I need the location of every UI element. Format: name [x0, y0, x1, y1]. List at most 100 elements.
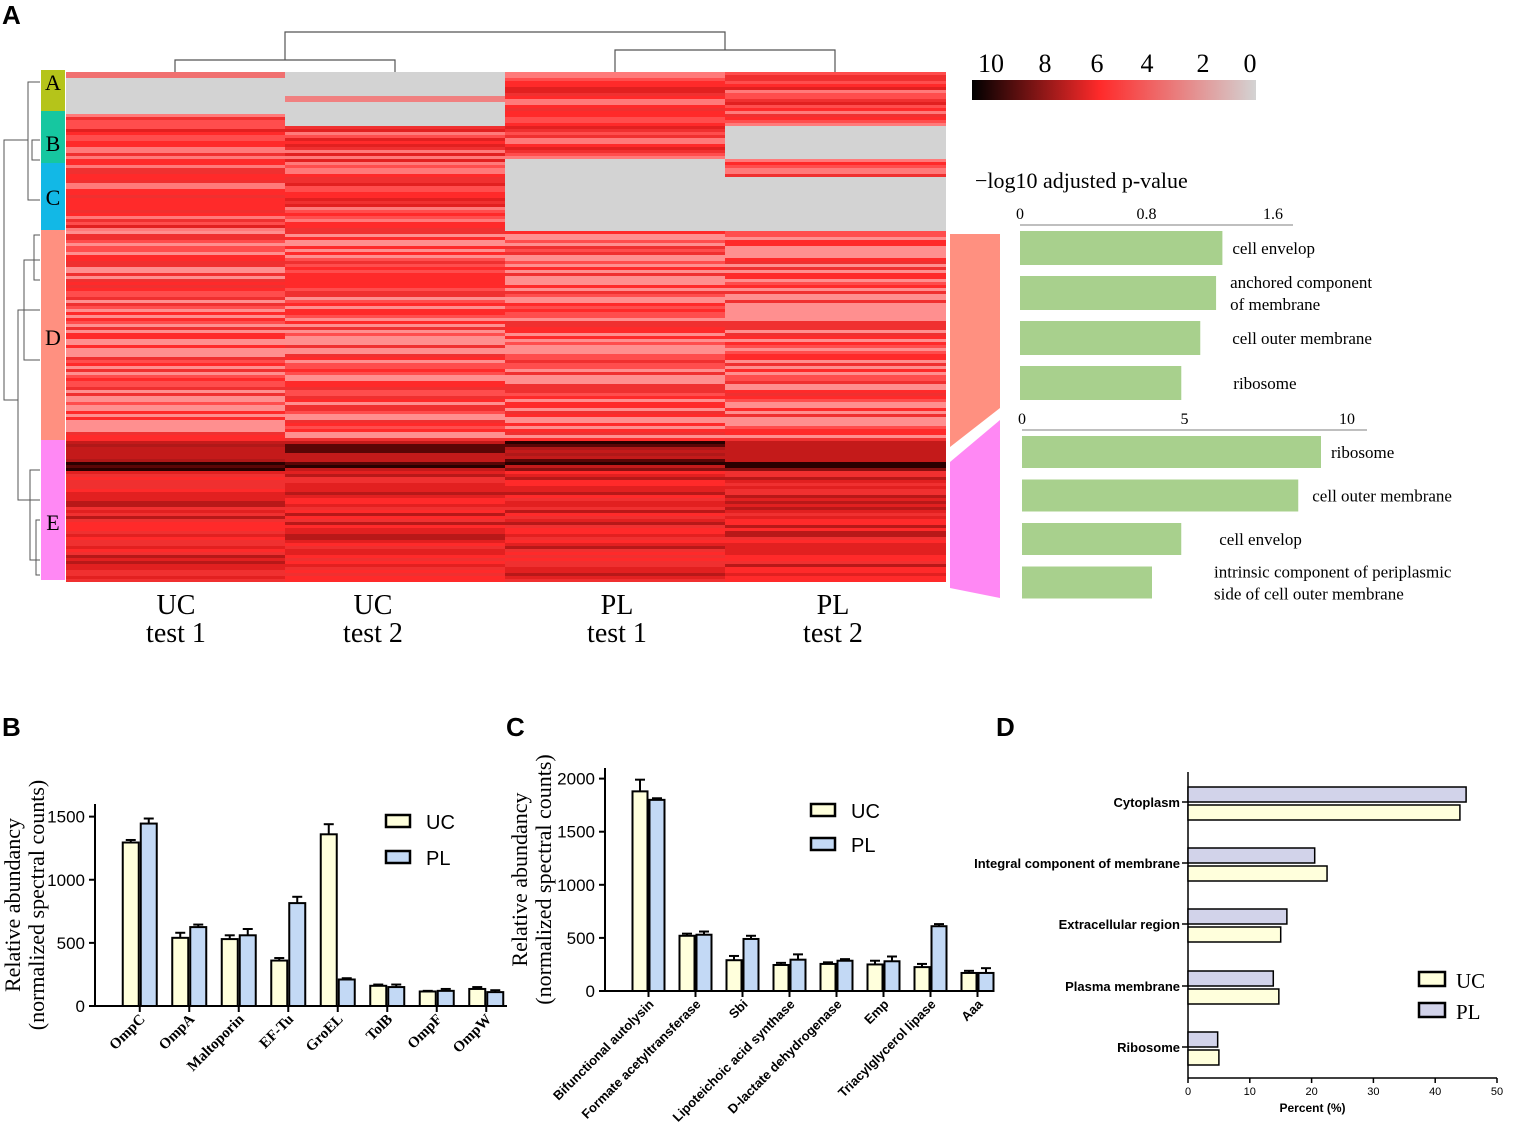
- uc-bar: [1187, 865, 1328, 882]
- heatmap-cell: [505, 483, 725, 486]
- cluster-label-a: A: [45, 70, 61, 95]
- heatmap-cell: [725, 294, 946, 297]
- heatmap-cell: [725, 207, 946, 210]
- heatmap-cell: [505, 270, 725, 273]
- heatmap-cell: [285, 144, 505, 147]
- heatmap-cell: [66, 276, 285, 279]
- heatmap-cell: [505, 408, 725, 411]
- heatmap-cell: [505, 384, 725, 387]
- heatmap-cell: [66, 459, 285, 462]
- heatmap-cell: [725, 276, 946, 279]
- heatmap-cell: [66, 546, 285, 549]
- heatmap-cell: [725, 171, 946, 174]
- heatmap-cell: [66, 384, 285, 387]
- heatmap-cell: [725, 504, 946, 507]
- go-bar: [1020, 321, 1201, 355]
- heatmap-cell: [505, 372, 725, 375]
- heatmap-cell: [285, 303, 505, 306]
- heatmap-cell: [505, 177, 725, 180]
- heatmap-cell: [725, 132, 946, 135]
- x-tick-label: 10: [1244, 1086, 1256, 1098]
- heatmap-cell: [285, 288, 505, 291]
- heatmap-cell: [66, 123, 285, 126]
- colorbar-tick-label: 0: [1244, 49, 1257, 78]
- heatmap-cell: [725, 234, 946, 237]
- heatmap-cell: [66, 219, 285, 222]
- x-tick-label: 0: [1185, 1086, 1191, 1098]
- heatmap-cell: [505, 444, 725, 447]
- heatmap-cell: [66, 267, 285, 270]
- heatmap-cell: [285, 528, 505, 531]
- heatmap-cell: [66, 387, 285, 390]
- heatmap-cell: [725, 357, 946, 360]
- heatmap-cell: [505, 342, 725, 345]
- heatmap-cell: [285, 234, 505, 237]
- heatmap-cell: [285, 429, 505, 432]
- heatmap-cell: [505, 288, 725, 291]
- heatmap-cell: [505, 363, 725, 366]
- heatmap-cell: [285, 510, 505, 513]
- heatmap-cell: [285, 546, 505, 549]
- heatmap-cell: [285, 345, 505, 348]
- heatmap-cell: [725, 210, 946, 213]
- heatmap-cell: [725, 375, 946, 378]
- heatmap-cell: [505, 81, 725, 84]
- heatmap-cell: [66, 564, 285, 567]
- heatmap-cell: [66, 324, 285, 327]
- heatmap-cell: [725, 573, 946, 576]
- heatmap-cell: [505, 369, 725, 372]
- uc-bar: [319, 833, 338, 1007]
- heatmap-cell: [66, 366, 285, 369]
- heatmap-cell: [285, 423, 505, 426]
- y-tick-label: Integral component of membrane: [974, 856, 1180, 871]
- legend-label-uc: UC: [1456, 969, 1485, 993]
- colorbar-tick-label: 10: [978, 49, 1004, 78]
- pl-bar: [436, 989, 455, 1007]
- pl-bar: [139, 822, 158, 1007]
- heatmap-cell: [66, 318, 285, 321]
- heatmap-cell: [66, 474, 285, 477]
- heatmap-cell: [725, 438, 946, 441]
- heatmap-cell: [285, 141, 505, 144]
- heatmap-cell: [725, 111, 946, 114]
- y-tick-label: 0: [76, 997, 85, 1016]
- heatmap-cell: [66, 189, 285, 192]
- heatmap-cell: [66, 306, 285, 309]
- heatmap-cell: [725, 264, 946, 267]
- heatmap-cell: [505, 486, 725, 489]
- heatmap-cell: [505, 531, 725, 534]
- pl-bar: [977, 971, 995, 993]
- heatmap-cell: [725, 300, 946, 303]
- heatmap-cell: [66, 126, 285, 129]
- heatmap-cell: [285, 267, 505, 270]
- heatmap-cell: [505, 504, 725, 507]
- heatmap-cell: [66, 150, 285, 153]
- heatmap-cell: [505, 186, 725, 189]
- panel-c: 0 500 1000 1500 2000 Relative abundancy (norma…: [507, 754, 995, 1125]
- heatmap-cell: [285, 186, 505, 189]
- heatmap-cell: [285, 138, 505, 141]
- heatmap-cell: [505, 453, 725, 456]
- heatmap-cell: [725, 483, 946, 486]
- heatmap-cell: [725, 405, 946, 408]
- heatmap-cell: [285, 471, 505, 474]
- heatmap-cell: [725, 156, 946, 159]
- heatmap-cell: [505, 99, 725, 102]
- heatmap-cell: [725, 411, 946, 414]
- heatmap-cell: [505, 468, 725, 471]
- heatmap-cell: [725, 240, 946, 243]
- heatmap-cell: [66, 465, 285, 468]
- heatmap-cell: [505, 201, 725, 204]
- heatmap-cell: [285, 501, 505, 504]
- heatmap-cell: [66, 468, 285, 471]
- heatmap-cell: [725, 141, 946, 144]
- legend-swatch-uc: [809, 802, 837, 818]
- heatmap-cell: [505, 258, 725, 261]
- heatmap-cell: [285, 207, 505, 210]
- heatmap-cell: [505, 273, 725, 276]
- heatmap-cell: [66, 312, 285, 315]
- heatmap-cell: [725, 84, 946, 87]
- go-bar-label: anchored component: [1230, 273, 1372, 292]
- heatmap-cell: [725, 570, 946, 573]
- pl-bar: [883, 960, 901, 992]
